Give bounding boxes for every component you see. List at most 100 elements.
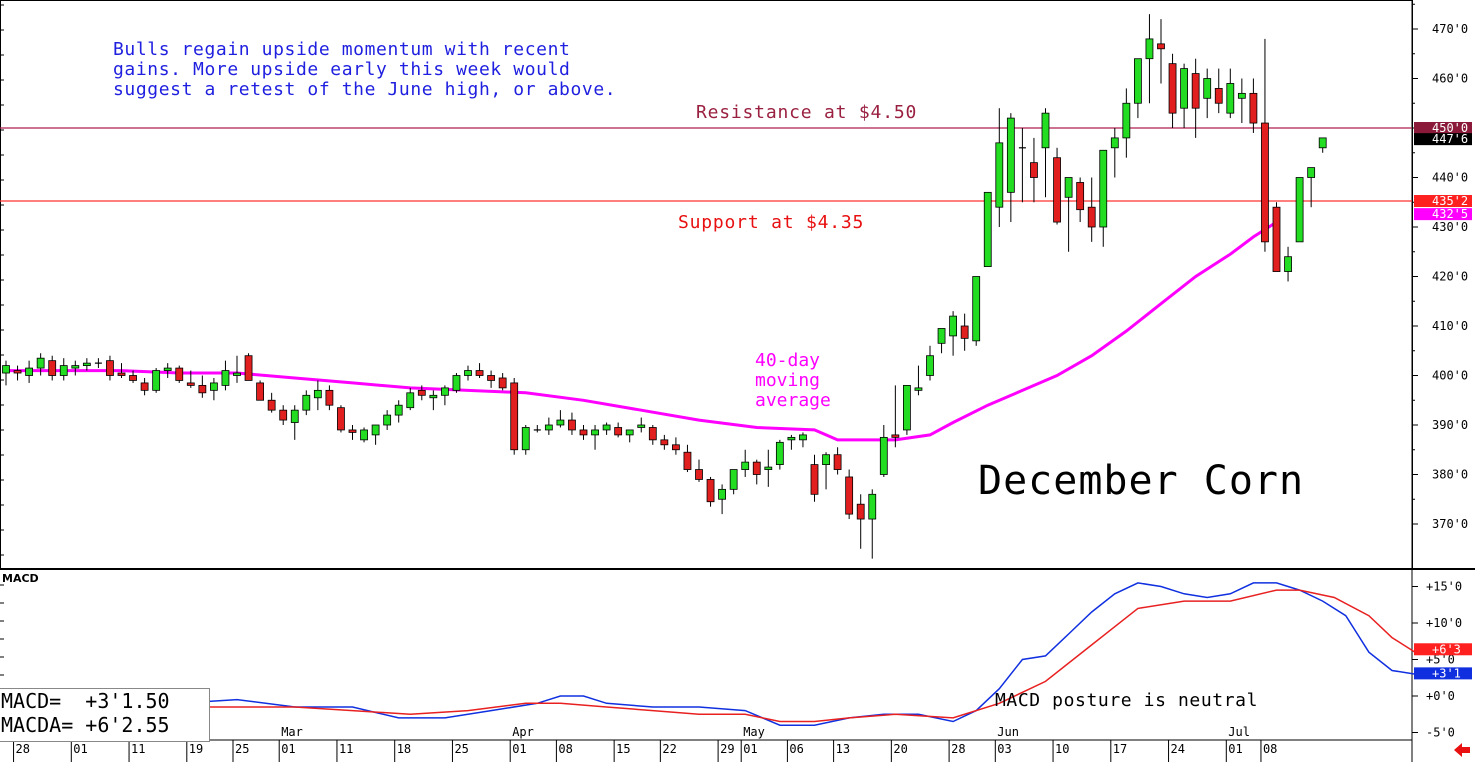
candle-body — [313, 389, 322, 399]
candle-body — [267, 399, 276, 411]
candle-body — [1168, 63, 1177, 114]
price-tag-bg — [1414, 133, 1472, 146]
candle-body — [949, 315, 957, 337]
candle-body — [360, 429, 368, 441]
candle-body — [764, 466, 773, 470]
candle-body — [394, 404, 403, 416]
candle-body — [625, 429, 634, 436]
x-tick-label: 01 — [73, 742, 87, 756]
x-tick-label: 01 — [1228, 742, 1242, 756]
price-panel-frame — [0, 0, 1413, 569]
price-y-tick-label: 470'0 — [1432, 22, 1468, 36]
candle-body — [1122, 102, 1131, 139]
candle-body — [279, 409, 288, 421]
x-tick-label: 18 — [397, 742, 411, 756]
candle-body — [960, 325, 969, 339]
macd-panel-title: MACD — [2, 572, 39, 585]
candle-body — [521, 427, 530, 451]
candle-body — [729, 469, 738, 490]
candle-body — [1318, 137, 1327, 149]
candle-body — [741, 461, 750, 470]
candle-body — [1180, 68, 1188, 109]
ma40-line — [6, 220, 1278, 442]
candle-body — [440, 387, 449, 396]
candle-body — [510, 382, 519, 451]
x-tick-label: 01 — [281, 742, 295, 756]
macd-tag-bg — [1414, 643, 1472, 656]
candle-body — [1295, 177, 1304, 243]
x-tick-label: 24 — [1171, 742, 1185, 756]
price-tag-label: 435'2 — [1432, 194, 1468, 208]
price-tag-bg — [1414, 208, 1472, 221]
candle-body — [1076, 182, 1085, 211]
candle-body — [752, 461, 761, 475]
candle-body — [152, 370, 161, 391]
scroll-left-arrow-icon[interactable] — [1452, 741, 1472, 759]
candle-body — [1157, 43, 1165, 50]
price-y-tick-label: 430'0 — [1432, 220, 1468, 234]
macd-y-tick-label: -5'0 — [1426, 726, 1455, 740]
macd-series-macd — [5, 582, 1416, 726]
candle-body — [579, 429, 588, 436]
candle-body — [1053, 157, 1061, 223]
candle-body — [36, 357, 45, 369]
x-tick-label: 06 — [789, 742, 803, 756]
commentary-text: Bulls regain upside momentum with recent… — [113, 39, 617, 100]
candle-body — [302, 394, 311, 411]
candle-body — [937, 328, 946, 344]
candle-body — [1226, 83, 1235, 114]
contract-title: December Corn — [978, 458, 1305, 504]
candle-body — [568, 419, 576, 431]
macd-series-macda — [5, 589, 1416, 723]
candle-body — [672, 444, 680, 451]
candle-body — [1307, 167, 1316, 178]
macd-y-tick-label: +10'0 — [1426, 616, 1462, 630]
candle-body — [799, 434, 807, 441]
candle-body — [452, 375, 461, 391]
candle-body — [1110, 137, 1119, 149]
x-tick-label: 01 — [743, 742, 757, 756]
price-tag-label: 450'0 — [1432, 121, 1468, 135]
x-tick-label: 29 — [720, 742, 734, 756]
macda-readout-value: MACDA= +6'2.55 — [1, 713, 170, 737]
candle-body — [1030, 162, 1038, 178]
macd-readout-box: MACD= +3'1.50 MACDA= +6'2.55 — [0, 688, 210, 742]
x-tick-label: 25 — [235, 742, 249, 756]
x-tick-label: 08 — [558, 742, 572, 756]
candle-body — [637, 424, 646, 428]
candle-body — [1006, 117, 1015, 193]
x-tick-label: 03 — [997, 742, 1011, 756]
candle-body — [787, 436, 796, 441]
x-tick-label: 20 — [893, 742, 907, 756]
x-month-label: May — [743, 725, 765, 739]
candle-body — [1099, 149, 1108, 228]
price-y-tick-label: 380'0 — [1432, 468, 1468, 482]
x-tick-label: 11 — [339, 742, 353, 756]
candle-body — [1237, 92, 1246, 99]
candle-body — [903, 384, 911, 431]
candle-body — [810, 464, 819, 495]
candle-body — [891, 434, 900, 438]
candle-body — [82, 362, 91, 366]
candle-body — [591, 429, 599, 436]
candle-body — [775, 441, 784, 466]
candle-body — [614, 427, 623, 436]
candle-body — [695, 469, 703, 480]
candle-body — [406, 392, 415, 409]
candle-body — [371, 424, 380, 436]
candle-body — [983, 191, 992, 268]
price-tag-bg — [1414, 122, 1472, 134]
x-month-label: Mar — [281, 725, 303, 739]
candle-body — [660, 439, 669, 446]
x-tick-label: 15 — [616, 742, 630, 756]
price-y-tick-label: 410'0 — [1432, 319, 1468, 333]
x-tick-label: 10 — [1055, 742, 1069, 756]
candle-body — [13, 370, 22, 374]
candle-body — [71, 365, 80, 369]
candle-body — [972, 276, 981, 342]
x-tick-label: 19 — [189, 742, 203, 756]
candle-body — [25, 367, 34, 376]
candle-body — [556, 419, 565, 426]
price-y-tick-label: 400'0 — [1432, 369, 1468, 383]
